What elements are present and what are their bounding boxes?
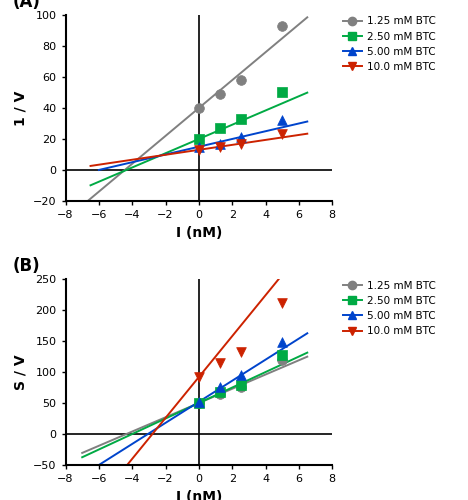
Point xyxy=(216,383,224,391)
Point xyxy=(278,338,286,346)
Point xyxy=(195,135,203,143)
Point xyxy=(195,142,203,150)
Point xyxy=(278,130,286,138)
Point xyxy=(216,142,224,150)
Point xyxy=(237,381,244,389)
Point xyxy=(195,398,203,406)
Point xyxy=(237,348,244,356)
Point xyxy=(195,373,203,381)
Point xyxy=(216,124,224,132)
X-axis label: I (nM): I (nM) xyxy=(176,490,222,500)
Point xyxy=(216,358,224,366)
Point xyxy=(216,140,224,147)
Point xyxy=(216,90,224,98)
Point xyxy=(195,146,203,154)
Point xyxy=(278,116,286,124)
Point xyxy=(237,383,244,391)
Point xyxy=(278,298,286,306)
Point xyxy=(216,388,224,396)
Text: (A): (A) xyxy=(12,0,40,12)
Point xyxy=(195,104,203,112)
Point xyxy=(237,370,244,378)
Point xyxy=(237,134,244,141)
Legend: 1.25 mM BTC, 2.50 mM BTC, 5.00 mM BTC, 10.0 mM BTC: 1.25 mM BTC, 2.50 mM BTC, 5.00 mM BTC, 1… xyxy=(343,280,436,336)
Text: (B): (B) xyxy=(12,258,40,276)
Point xyxy=(237,76,244,84)
Legend: 1.25 mM BTC, 2.50 mM BTC, 5.00 mM BTC, 10.0 mM BTC: 1.25 mM BTC, 2.50 mM BTC, 5.00 mM BTC, 1… xyxy=(343,16,436,72)
Y-axis label: 1 / V: 1 / V xyxy=(14,90,28,126)
Y-axis label: S / V: S / V xyxy=(14,354,28,390)
Point xyxy=(278,352,286,360)
Point xyxy=(278,22,286,30)
Point xyxy=(195,399,203,407)
Point xyxy=(195,399,203,407)
Point xyxy=(237,115,244,123)
Point xyxy=(237,140,244,147)
Point xyxy=(278,356,286,364)
Point xyxy=(278,88,286,96)
X-axis label: I (nM): I (nM) xyxy=(176,226,222,239)
Point xyxy=(216,390,224,398)
